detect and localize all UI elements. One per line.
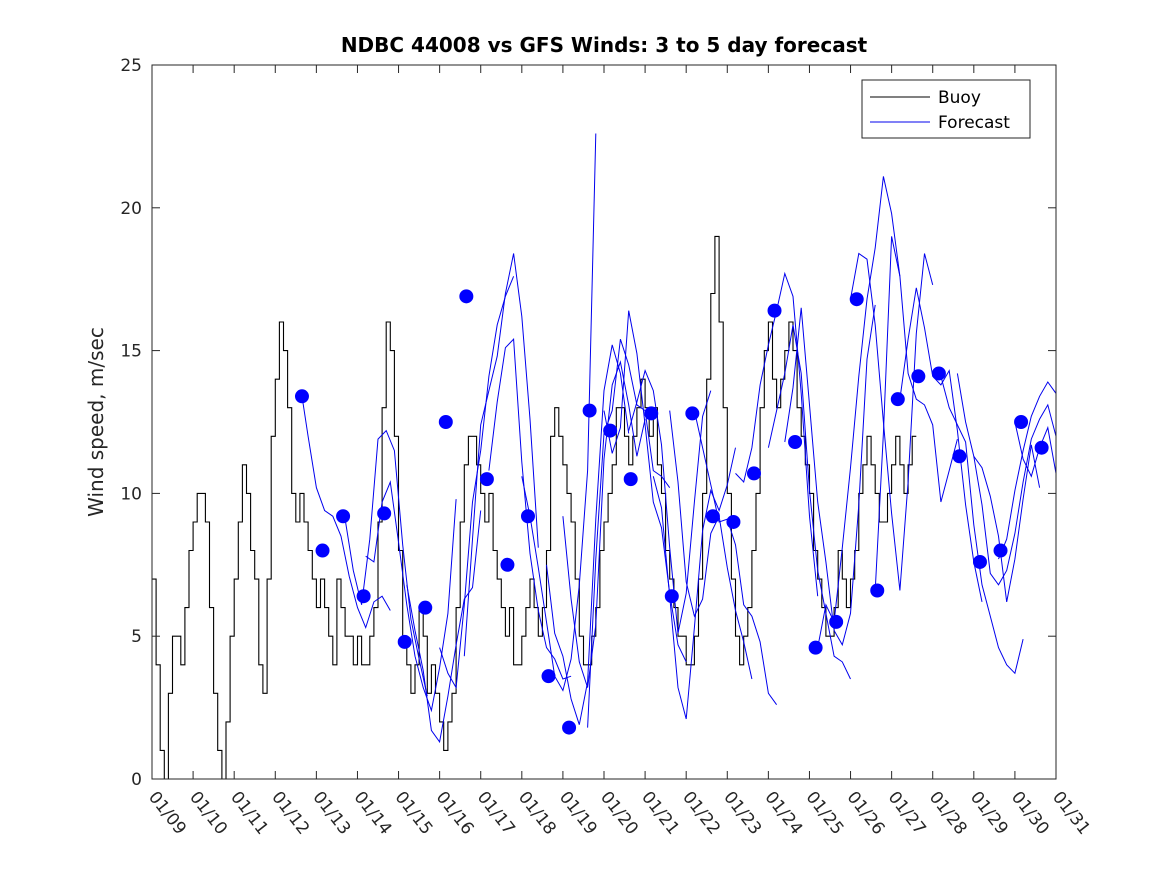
forecast-marker xyxy=(1034,440,1049,455)
buoy-series-line xyxy=(152,235,917,779)
legend-box xyxy=(861,79,1031,139)
forecast-series-line-21 xyxy=(850,252,934,591)
forecast-marker xyxy=(746,466,761,481)
forecast-marker xyxy=(397,634,412,649)
forecast-marker xyxy=(1014,415,1029,429)
forecast-marker xyxy=(911,369,926,384)
forecast-marker xyxy=(993,543,1008,558)
plot-area xyxy=(152,65,1056,779)
forecast-marker xyxy=(356,589,371,604)
forecast-series-line-6 xyxy=(463,253,539,657)
forecast-series-line-23 xyxy=(899,287,983,603)
y-tick-label: 20 xyxy=(120,199,142,219)
forecast-series-line-14 xyxy=(652,447,736,720)
forecast-marker xyxy=(315,543,330,558)
forecast-series-line-22 xyxy=(874,236,958,591)
forecast-marker xyxy=(459,289,474,304)
legend: Buoy Forecast xyxy=(861,79,1031,139)
legend-buoy-label: Buoy xyxy=(938,88,981,108)
forecast-marker xyxy=(336,509,351,524)
forecast-series-line-20 xyxy=(817,176,901,648)
forecast-marker xyxy=(603,423,618,438)
forecast-marker xyxy=(479,472,494,487)
y-tick-label: 25 xyxy=(120,56,142,76)
y-axis: 0 5 10 15 20 25 xyxy=(120,56,1056,790)
forecast-marker xyxy=(849,292,864,307)
forecast-marker xyxy=(952,449,967,464)
forecast-marker xyxy=(808,640,823,655)
forecast-marker xyxy=(418,600,433,615)
forecast-series-line-8 xyxy=(521,133,597,692)
y-tick-label: 15 xyxy=(120,342,142,362)
forecast-series-line-24 xyxy=(940,376,1024,675)
forecast-series-line-7 xyxy=(488,338,572,680)
forecast-series-line-15 xyxy=(669,410,753,680)
forecast-series-line-16 xyxy=(693,410,778,705)
forecast-marker xyxy=(623,472,638,487)
forecast-marker xyxy=(664,589,679,604)
forecast-series-line-25 xyxy=(956,373,1041,602)
forecast-series-line-28 xyxy=(1014,421,1056,478)
forecast-marker xyxy=(726,514,741,529)
forecast-series-line-9 xyxy=(546,344,630,725)
forecast-series-line-12 xyxy=(603,310,687,663)
marker-layer xyxy=(294,289,1049,735)
forecast-series-line-26 xyxy=(973,403,1056,586)
forecast-marker xyxy=(972,554,987,569)
y-tick-label: 5 xyxy=(131,627,142,647)
y-tick-label: 0 xyxy=(131,770,142,790)
forecast-series-line-27 xyxy=(998,381,1056,560)
forecast-series-line-18 xyxy=(767,324,851,680)
forecast-marker xyxy=(562,720,577,735)
y-axis-label: Wind speed, m/sec xyxy=(84,327,108,517)
forecast-marker xyxy=(685,406,700,421)
forecast-marker xyxy=(931,366,946,381)
forecast-marker xyxy=(438,415,453,429)
forecast-marker xyxy=(377,506,392,521)
forecast-marker xyxy=(520,509,535,524)
forecast-series-line-19 xyxy=(784,304,876,647)
forecast-marker xyxy=(788,434,803,449)
forecast-marker xyxy=(870,583,885,598)
forecast-marker xyxy=(294,389,309,404)
legend-forecast-label: Forecast xyxy=(938,113,1010,133)
forecast-series-line-13 xyxy=(628,369,712,634)
chart-title: NDBC 44008 vs GFS Winds: 3 to 5 day fore… xyxy=(341,33,868,57)
forecast-marker xyxy=(767,303,782,318)
forecast-marker xyxy=(582,403,597,418)
y-tick-label: 10 xyxy=(120,484,142,504)
forecast-series-line-11 xyxy=(587,339,671,728)
forecast-marker xyxy=(500,557,515,572)
forecast-marker xyxy=(644,406,659,421)
forecast-series-line-1 xyxy=(301,396,391,630)
forecast-marker xyxy=(890,392,905,407)
forecast-marker xyxy=(541,669,556,684)
forecast-marker xyxy=(705,509,720,524)
forecast-marker xyxy=(829,614,844,629)
